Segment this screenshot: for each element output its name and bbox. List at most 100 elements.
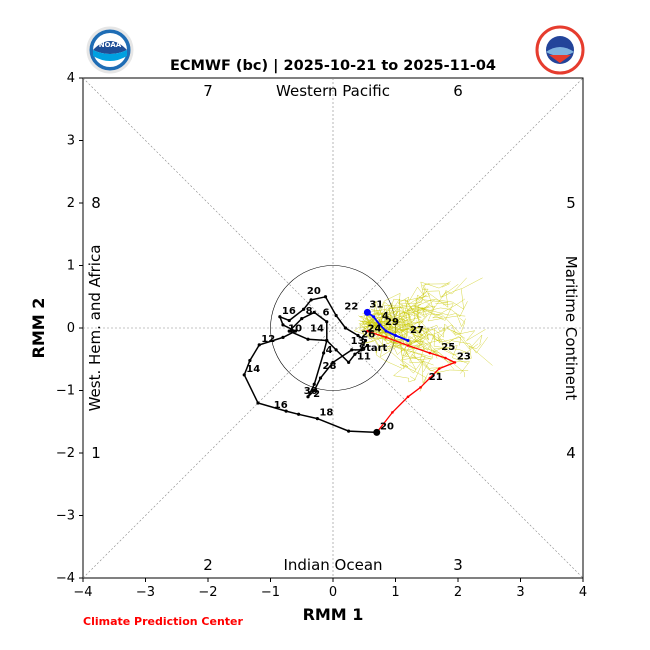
date-label: 25	[441, 342, 455, 353]
date-label: 16	[282, 306, 296, 317]
observed-series-point	[242, 373, 246, 377]
ensemble-member-line	[368, 310, 422, 331]
observed-series-point	[334, 348, 338, 352]
y-tick-label: 4	[67, 71, 75, 86]
date-label: 27	[410, 325, 424, 336]
y-tick-label: 3	[67, 134, 75, 149]
ensemble-member-line	[371, 277, 467, 330]
ensemble-member-line	[360, 277, 483, 332]
forecast-week1-series-point	[384, 336, 388, 339]
observed-series-point	[248, 358, 252, 363]
forecast-week1-series-point	[437, 367, 441, 370]
ensemble-member-line	[360, 325, 433, 358]
phase-label-6: 6	[453, 82, 463, 100]
phase-label-7: 7	[203, 82, 213, 100]
ensemble-member-line	[367, 307, 424, 335]
date-label: 2	[313, 389, 320, 400]
ensemble-member-line	[369, 325, 488, 354]
observed-series-point	[356, 333, 360, 338]
date-label: 4	[382, 311, 389, 322]
observed-series-point	[350, 348, 354, 352]
observed-series-point	[322, 351, 326, 355]
date-label: 13	[351, 336, 365, 347]
y-tick-label: 1	[67, 259, 75, 274]
forecast-week1-series-point	[419, 386, 422, 389]
x-tick-label: 2	[454, 585, 462, 600]
forecast-week2-series-point	[384, 329, 388, 333]
forecast-week2-series-point	[394, 334, 397, 337]
date-label: 22	[344, 301, 358, 312]
date-label: 20	[307, 286, 321, 297]
date-label: 31	[369, 300, 383, 311]
date-label: 29	[385, 317, 399, 328]
phase-label-2: 2	[203, 556, 213, 574]
observed-end-marker	[373, 428, 381, 436]
region-label-right: Maritime Continent	[562, 256, 580, 401]
observed-series-point	[293, 329, 298, 333]
date-label: 10	[288, 323, 302, 334]
phase-label-3: 3	[453, 556, 463, 574]
ensemble-member-line	[359, 313, 466, 378]
divider-diagonal-down	[82, 77, 584, 579]
ensemble-member-line	[374, 283, 450, 316]
date-label: 12	[261, 334, 275, 345]
ensemble-member-line	[365, 299, 448, 328]
date-label: 8	[306, 306, 313, 317]
observed-series-point	[315, 417, 319, 421]
phase-label-8: 8	[91, 194, 101, 212]
observed-series-point	[343, 326, 348, 330]
forecast-week2-series-point	[406, 339, 410, 342]
observed-series-point	[281, 323, 285, 327]
observed-series-point	[312, 310, 316, 314]
observed-series-point	[334, 313, 338, 318]
observed-series-point	[347, 360, 351, 364]
forecast-week1-series-point	[444, 356, 447, 360]
observed-series-point	[318, 376, 323, 380]
ensemble-member-line	[368, 324, 462, 351]
phase-label-5: 5	[566, 194, 576, 212]
observed-series-point	[353, 352, 357, 356]
ensemble-member-line	[370, 321, 466, 356]
forecast-week1-series-line	[367, 330, 457, 433]
observed-series-point	[309, 298, 313, 302]
ensemble-member-line	[371, 319, 466, 339]
date-label: 26	[361, 330, 375, 341]
ensemble-member-line	[361, 327, 416, 383]
x-tick-label: 3	[516, 585, 524, 600]
observed-series-point	[365, 343, 369, 348]
observed-series-point	[302, 307, 306, 311]
date-label: 18	[319, 408, 333, 419]
observed-series-point	[306, 395, 310, 399]
observed-series-point	[256, 401, 260, 405]
date-label: 30	[304, 386, 318, 397]
forecast-week1-series-point	[366, 329, 369, 333]
observed-series-point	[300, 317, 304, 321]
observed-series-point	[359, 348, 363, 352]
forecast-week1-series-point	[428, 351, 432, 355]
ensemble-member-line	[376, 303, 454, 330]
ensemble-member-line	[353, 318, 429, 341]
date-label: 21	[429, 372, 443, 383]
y-tick-label: 2	[67, 196, 75, 211]
observed-series-point	[257, 343, 261, 347]
forecast-week2-series-point	[372, 315, 376, 319]
date-label: 16	[274, 400, 288, 411]
date-label: 6	[323, 308, 330, 319]
forecast-week1-series-point	[391, 411, 394, 414]
y-axis-title: RMM 2	[29, 298, 48, 359]
y-tick-label: −2	[56, 446, 75, 461]
forecast-week1-series-point	[453, 361, 457, 364]
region-label-left: West. Hem. and Africa	[86, 245, 104, 412]
x-tick-label: −1	[261, 585, 280, 600]
y-tick-label: −3	[56, 509, 75, 524]
observed-series-point	[281, 335, 285, 339]
x-tick-label: −3	[136, 585, 155, 600]
x-tick-label: 0	[329, 585, 337, 600]
start-label: Start	[359, 343, 388, 354]
observed-series-point	[325, 338, 329, 343]
date-label: 23	[457, 351, 471, 362]
ensemble-member-line	[375, 287, 426, 324]
observed-series-point	[312, 388, 316, 393]
x-tick-label: 4	[579, 585, 587, 600]
